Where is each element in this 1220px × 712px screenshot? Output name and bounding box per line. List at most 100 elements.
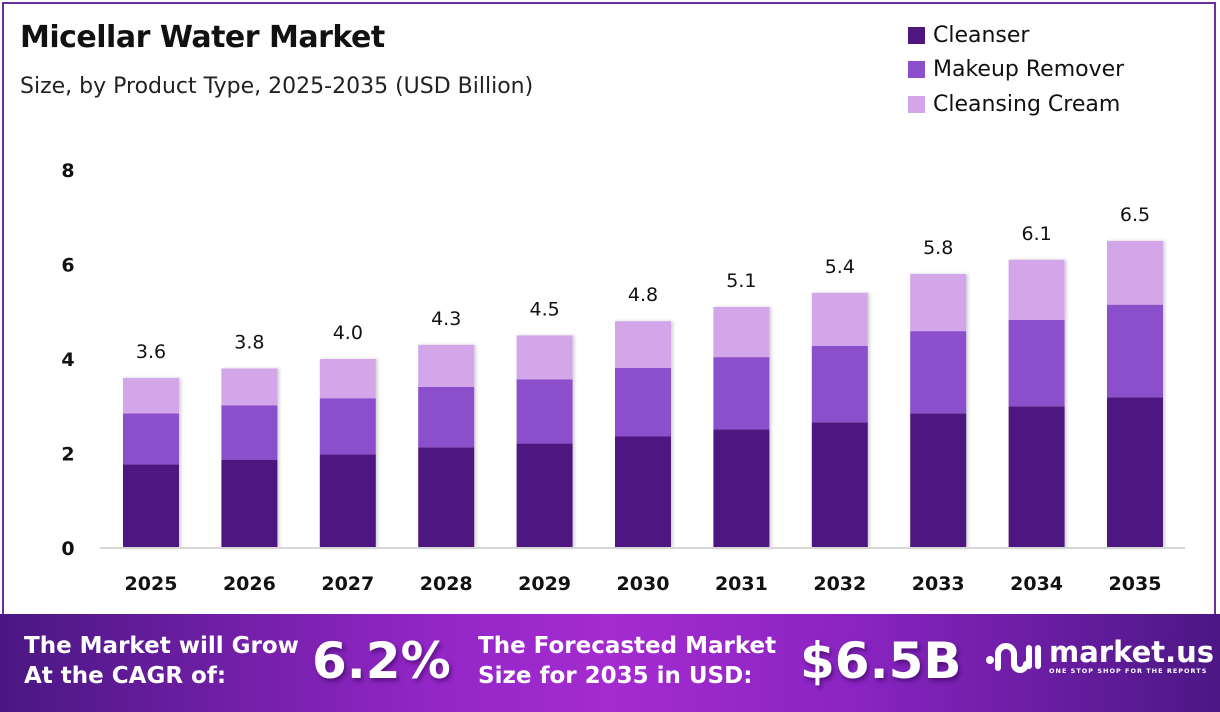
bar-segment-cleanser [123,464,179,548]
bar-segment-makeup-remover [221,405,278,460]
bar-segment-makeup-remover [418,386,475,448]
legend-label: Cleanser [933,22,1030,48]
bar-segment-cleansing-cream [418,344,475,387]
total-label: 3.8 [234,331,264,353]
y-tick-label: 2 [61,444,74,466]
total-label: 6.5 [1120,204,1150,226]
bar-stack-2026 [221,368,278,548]
market-us-logo-icon [986,643,1041,673]
bar-segment-makeup-remover [319,398,376,455]
total-label: 5.4 [825,256,855,278]
bar-segment-cleansing-cream [811,292,868,346]
total-label: 4.5 [529,298,559,320]
brand-name: market.us [1049,635,1215,669]
legend-label: Cleansing Cream [933,91,1121,117]
forecast-label-line2: Size for 2035 in USD: [478,663,753,689]
bar-segment-cleansing-cream [123,377,179,414]
bar-segment-cleanser [910,413,967,548]
x-tick-label: 2031 [715,573,768,595]
y-tick-label: 0 [61,538,74,560]
bar-segment-makeup-remover [910,331,967,414]
total-label: 4.3 [431,308,461,330]
x-tick-label: 2027 [321,573,374,595]
bar-segment-makeup-remover [1107,304,1163,398]
bar-segment-makeup-remover [123,413,179,465]
cagr-label-line2: At the CAGR of: [24,663,227,689]
x-tick-label: 2032 [813,573,866,595]
total-label: 6.1 [1021,223,1051,245]
x-tick-label: 2028 [420,573,473,595]
bar-segment-cleansing-cream [1008,259,1065,320]
legend-swatch-cleansing-cream [908,95,925,113]
cagr-label: The Market will Grow At the CAGR of: [24,631,299,691]
bar-segment-makeup-remover [713,357,770,430]
brand-logo: market.us ONE STOP SHOP FOR THE REPORTS [985,634,1214,678]
legend-label: Makeup Remover [933,57,1125,83]
bar-segment-cleanser [615,436,671,548]
total-label: 4.0 [333,322,363,344]
y-tick-label: 6 [61,255,74,277]
bar-stack-2029 [516,335,573,548]
x-tick-label: 2025 [125,573,178,595]
total-labels: 3.6 3.8 4.0 4.3 4.5 4.8 5.1 5.4 5.8 6.1 6.5 [136,204,1150,363]
x-tick-label: 2035 [1109,573,1162,595]
x-tick-label: 2029 [518,573,571,595]
bar-stack-2034 [1008,259,1065,548]
bar-segment-cleansing-cream [713,307,770,358]
forecast-label-line1: The Forecasted Market [478,633,777,659]
y-tick-label: 8 [61,160,74,182]
cagr-value: 6.2% [312,632,451,690]
bar-segment-cleansing-cream [221,368,278,406]
bar-stack-2033 [910,273,967,548]
total-label: 3.6 [136,341,166,363]
brand-tagline: ONE STOP SHOP FOR THE REPORTS [1049,667,1208,675]
x-tick-label: 2030 [617,573,670,595]
bars [123,240,1163,548]
bar-stack-2032 [811,292,868,548]
bar-segment-makeup-remover [811,345,868,423]
total-label: 5.8 [923,237,953,259]
forecast-value: $6.5B [800,632,962,690]
x-tick-label: 2026 [223,573,276,595]
bar-stack-2025 [123,377,179,548]
y-tick-label: 4 [61,349,74,371]
x-tick-label: 2034 [1010,573,1063,595]
x-tick-label: 2033 [912,573,965,595]
bar-stack-2035 [1107,240,1163,548]
bar-segment-cleansing-cream [1107,240,1163,305]
bar-segment-cleanser [516,443,573,548]
total-label: 5.1 [726,270,756,292]
bar-segment-cleansing-cream [615,321,671,368]
legend-item-makeup-remover: Makeup Remover [908,53,1124,88]
legend-item-cleansing-cream: Cleansing Cream [908,87,1124,122]
bar-segment-cleanser [1008,406,1065,548]
bar-segment-cleanser [221,459,278,548]
bar-stack-2028 [418,344,475,548]
chart-title: Micellar Water Market [20,20,385,55]
bar-stack-2027 [319,359,376,548]
total-label: 4.8 [628,284,658,306]
bar-stack-2031 [713,307,770,548]
bar-segment-makeup-remover [615,367,671,437]
bar-segment-makeup-remover [516,379,573,444]
bar-stack-2030 [615,321,671,548]
bar-segment-cleanser [1107,397,1163,548]
bar-segment-cleanser [713,429,770,548]
legend-item-cleanser: Cleanser [908,18,1124,53]
bar-segment-cleansing-cream [910,273,967,332]
bar-segment-cleansing-cream [516,335,573,380]
bar-segment-cleanser [418,447,475,548]
forecast-label: The Forecasted Market Size for 2035 in U… [478,631,776,691]
bar-segment-makeup-remover [1008,319,1065,407]
legend: Cleanser Makeup Remover Cleansing Cream [908,18,1124,122]
bar-segment-cleanser [811,422,868,548]
legend-swatch-makeup-remover [908,61,925,79]
chart-subtitle: Size, by Product Type, 2025-2035 (USD Bi… [20,74,534,99]
cagr-label-line1: The Market will Grow [24,633,299,659]
footer-banner: The Market will Grow At the CAGR of: 6.2… [0,614,1220,712]
bar-segment-cleansing-cream [319,359,376,399]
x-axis: 2025 2026 2027 2028 2029 2030 2031 2032 2033 2034… [100,547,1185,595]
y-axis: 0 2 4 6 8 [61,160,74,560]
bar-segment-cleanser [319,454,376,548]
